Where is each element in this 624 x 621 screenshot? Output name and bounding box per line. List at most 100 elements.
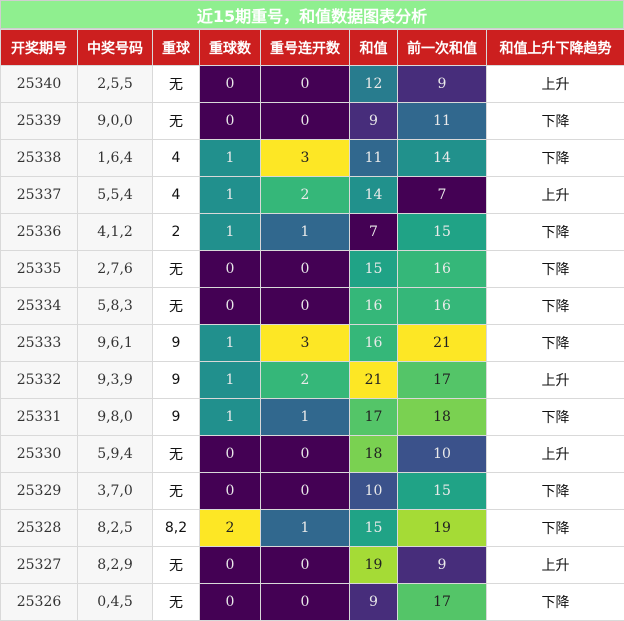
prev-sum-cell: 15	[398, 473, 487, 510]
col-header-numbers: 中奖号码	[78, 30, 153, 66]
consecutive-cell: 1	[261, 510, 350, 547]
consecutive-cell: 0	[261, 66, 350, 103]
prev-sum-cell: 9	[398, 66, 487, 103]
prev-sum-cell: 16	[398, 251, 487, 288]
sum-cell: 11	[350, 140, 398, 177]
consecutive-cell: 2	[261, 177, 350, 214]
prev-sum-cell: 10	[398, 436, 487, 473]
trend-cell: 下降	[487, 140, 624, 177]
repeat-cell: 无	[153, 66, 200, 103]
prev-sum-cell: 7	[398, 177, 487, 214]
prev-sum-cell: 21	[398, 325, 487, 362]
trend-cell: 上升	[487, 66, 624, 103]
repeat-cell: 9	[153, 399, 200, 436]
sum-cell: 21	[350, 362, 398, 399]
period-cell: 25333	[1, 325, 78, 362]
col-header-repeat-count: 重球数	[200, 30, 261, 66]
trend-cell: 下降	[487, 325, 624, 362]
repeat-count-cell: 0	[200, 584, 261, 621]
sum-cell: 7	[350, 214, 398, 251]
period-cell: 25335	[1, 251, 78, 288]
consecutive-cell: 0	[261, 288, 350, 325]
sum-cell: 16	[350, 325, 398, 362]
period-cell: 25330	[1, 436, 78, 473]
repeat-cell: 9	[153, 362, 200, 399]
col-header-repeat: 重球	[153, 30, 200, 66]
repeat-cell: 4	[153, 140, 200, 177]
repeat-count-cell: 0	[200, 66, 261, 103]
repeat-count-cell: 1	[200, 177, 261, 214]
repeat-cell: 无	[153, 584, 200, 621]
numbers-cell: 9,3,9	[78, 362, 153, 399]
numbers-cell: 0,4,5	[78, 584, 153, 621]
repeat-cell: 无	[153, 251, 200, 288]
sum-cell: 9	[350, 584, 398, 621]
prev-sum-cell: 17	[398, 584, 487, 621]
repeat-count-cell: 0	[200, 436, 261, 473]
repeat-cell: 无	[153, 547, 200, 584]
trend-cell: 上升	[487, 436, 624, 473]
trend-cell: 下降	[487, 399, 624, 436]
numbers-cell: 3,7,0	[78, 473, 153, 510]
prev-sum-cell: 17	[398, 362, 487, 399]
repeat-cell: 8,2	[153, 510, 200, 547]
numbers-cell: 9,6,1	[78, 325, 153, 362]
period-cell: 25337	[1, 177, 78, 214]
sum-cell: 15	[350, 251, 398, 288]
consecutive-cell: 1	[261, 214, 350, 251]
consecutive-cell: 1	[261, 399, 350, 436]
numbers-cell: 5,5,4	[78, 177, 153, 214]
consecutive-cell: 0	[261, 251, 350, 288]
prev-sum-cell: 19	[398, 510, 487, 547]
sum-cell: 17	[350, 399, 398, 436]
consecutive-cell: 0	[261, 584, 350, 621]
trend-cell: 下降	[487, 584, 624, 621]
numbers-cell: 8,2,5	[78, 510, 153, 547]
numbers-cell: 4,1,2	[78, 214, 153, 251]
prev-sum-cell: 15	[398, 214, 487, 251]
period-cell: 25336	[1, 214, 78, 251]
prev-sum-cell: 11	[398, 103, 487, 140]
consecutive-cell: 0	[261, 547, 350, 584]
header-row: 开奖期号 中奖号码 重球 重球数 重号连开数 和值 前一次和值 和值上升下降趋势	[1, 30, 624, 66]
col-header-consecutive: 重号连开数	[261, 30, 350, 66]
numbers-cell: 2,7,6	[78, 251, 153, 288]
repeat-count-cell: 0	[200, 288, 261, 325]
trend-cell: 下降	[487, 288, 624, 325]
numbers-cell: 9,0,0	[78, 103, 153, 140]
sum-cell: 16	[350, 288, 398, 325]
repeat-count-cell: 0	[200, 103, 261, 140]
sum-cell: 18	[350, 436, 398, 473]
trend-cell: 上升	[487, 177, 624, 214]
period-cell: 25327	[1, 547, 78, 584]
trend-cell: 下降	[487, 473, 624, 510]
consecutive-cell: 0	[261, 473, 350, 510]
repeat-count-cell: 0	[200, 547, 261, 584]
sum-cell: 19	[350, 547, 398, 584]
consecutive-cell: 0	[261, 436, 350, 473]
period-cell: 25326	[1, 584, 78, 621]
prev-sum-cell: 18	[398, 399, 487, 436]
trend-cell: 上升	[487, 362, 624, 399]
repeat-count-cell: 1	[200, 325, 261, 362]
prev-sum-cell: 14	[398, 140, 487, 177]
numbers-cell: 2,5,5	[78, 66, 153, 103]
period-cell: 25329	[1, 473, 78, 510]
sum-cell: 9	[350, 103, 398, 140]
repeat-count-cell: 1	[200, 214, 261, 251]
repeat-cell: 无	[153, 288, 200, 325]
page-title: 近15期重号，和值数据图表分析	[0, 0, 624, 29]
numbers-cell: 9,8,0	[78, 399, 153, 436]
prev-sum-cell: 9	[398, 547, 487, 584]
repeat-cell: 9	[153, 325, 200, 362]
